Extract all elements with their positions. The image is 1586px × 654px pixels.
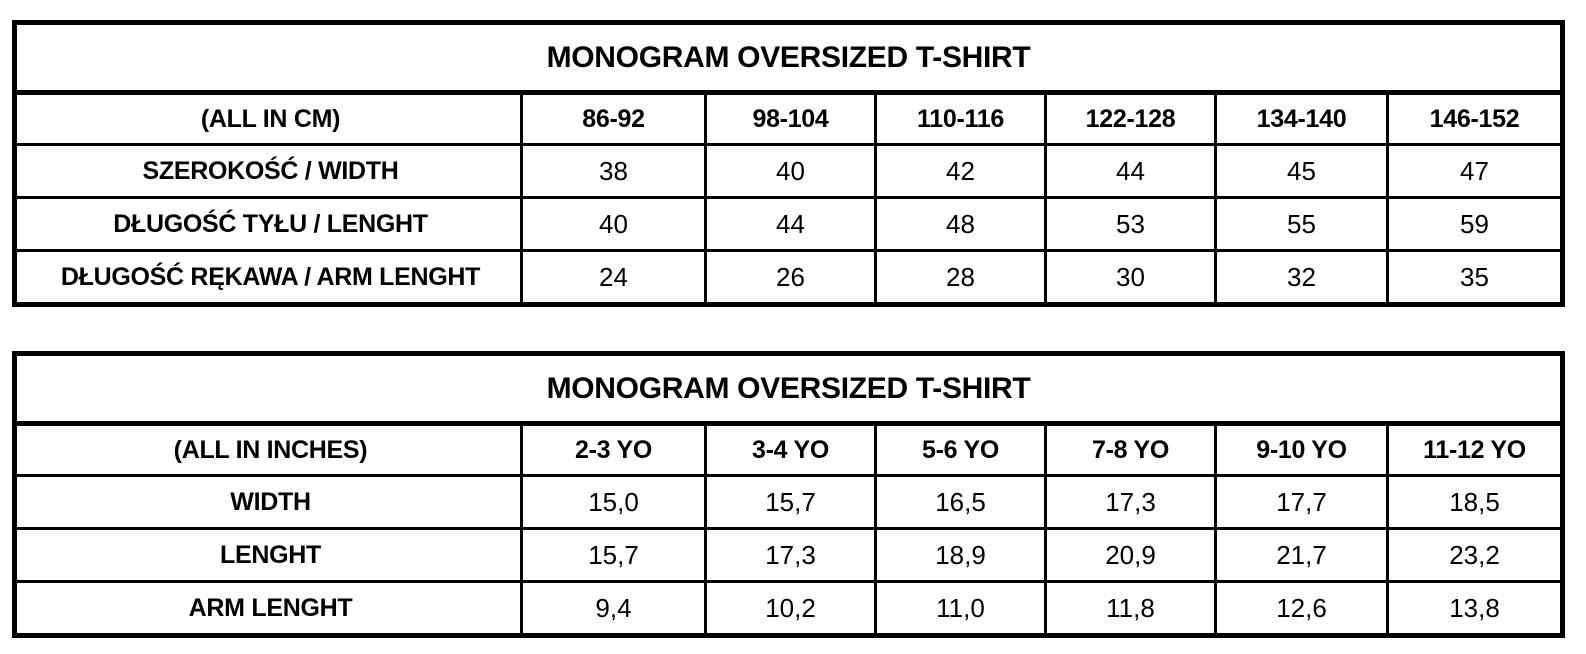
table-title: MONOGRAM OVERSIZED T-SHIRT [12,352,1565,426]
size-value-cell: 48 [874,196,1047,252]
size-value-cell: 13,8 [1385,580,1565,637]
measurement-label-cell: SZEROKOŚĆ / WIDTH [13,143,523,199]
size-value-cell: 21,7 [1214,527,1389,583]
size-value-cell: 32 [1214,249,1389,306]
measurement-row-length: LENGHT 15,7 17,3 18,9 20,9 21,7 23,2 [13,527,1565,583]
size-value-cell: 59 [1385,196,1565,252]
measurement-row-width: WIDTH 15,0 15,7 16,5 17,3 17,7 18,5 [13,474,1565,530]
size-table-inches: MONOGRAM OVERSIZED T-SHIRT (ALL IN INCHE… [12,351,1566,638]
size-value-cell: 47 [1385,143,1565,199]
size-value-cell: 40 [704,143,877,199]
size-value-cell: 28 [874,249,1047,306]
size-column-header: 98-104 [704,91,877,146]
size-column-header: 110-116 [874,91,1047,146]
measurement-row-arm-length: ARM LENGHT 9,4 10,2 11,0 11,8 12,6 13,8 [13,580,1565,637]
size-value-cell: 42 [874,143,1047,199]
size-value-cell: 11,8 [1044,580,1217,637]
size-column-header: 5-6 YO [874,422,1047,477]
size-value-cell: 38 [520,143,707,199]
size-column-header: 9-10 YO [1214,422,1389,477]
size-value-cell: 40 [520,196,707,252]
size-value-cell: 35 [1385,249,1565,306]
table-title: MONOGRAM OVERSIZED T-SHIRT [12,21,1565,95]
size-column-header: 134-140 [1214,91,1389,146]
size-column-header: 7-8 YO [1044,422,1217,477]
measurement-row-arm-length: DŁUGOŚĆ RĘKAWA / ARM LENGHT 24 26 28 30 … [13,249,1565,306]
size-value-cell: 15,0 [520,474,707,530]
size-value-cell: 30 [1044,249,1217,306]
size-table-cm: MONOGRAM OVERSIZED T-SHIRT (ALL IN CM) 8… [12,20,1566,307]
size-value-cell: 18,9 [874,527,1047,583]
size-value-cell: 26 [704,249,877,306]
measurement-label-cell: DŁUGOŚĆ RĘKAWA / ARM LENGHT [13,249,523,306]
measurement-label-cell: DŁUGOŚĆ TYŁU / LENGHT [13,196,523,252]
title-row: MONOGRAM OVERSIZED T-SHIRT [12,21,1565,95]
unit-label-cell: (ALL IN CM) [13,91,523,146]
size-value-cell: 18,5 [1385,474,1565,530]
size-value-cell: 12,6 [1214,580,1389,637]
unit-label-cell: (ALL IN INCHES) [13,422,523,477]
size-column-header: 146-152 [1385,91,1565,146]
size-column-header: 3-4 YO [704,422,877,477]
size-value-cell: 15,7 [520,527,707,583]
size-value-cell: 10,2 [704,580,877,637]
size-value-cell: 23,2 [1385,527,1565,583]
size-column-header: 11-12 YO [1385,422,1565,477]
measurement-row-width: SZEROKOŚĆ / WIDTH 38 40 42 44 45 47 [13,143,1565,199]
size-value-cell: 17,7 [1214,474,1389,530]
size-column-header: 2-3 YO [520,422,707,477]
header-row: (ALL IN CM) 86-92 98-104 110-116 122-128… [13,91,1565,146]
measurement-label-cell: LENGHT [13,527,523,583]
size-value-cell: 53 [1044,196,1217,252]
size-value-cell: 44 [1044,143,1217,199]
title-row: MONOGRAM OVERSIZED T-SHIRT [12,352,1565,426]
measurement-label-cell: WIDTH [13,474,523,530]
size-value-cell: 24 [520,249,707,306]
size-column-header: 86-92 [520,91,707,146]
size-value-cell: 44 [704,196,877,252]
size-value-cell: 16,5 [874,474,1047,530]
size-value-cell: 17,3 [704,527,877,583]
size-value-cell: 45 [1214,143,1389,199]
measurement-row-length: DŁUGOŚĆ TYŁU / LENGHT 40 44 48 53 55 59 [13,196,1565,252]
measurement-label-cell: ARM LENGHT [13,580,523,637]
size-value-cell: 15,7 [704,474,877,530]
size-value-cell: 17,3 [1044,474,1217,530]
size-value-cell: 55 [1214,196,1389,252]
size-value-cell: 9,4 [520,580,707,637]
size-value-cell: 20,9 [1044,527,1217,583]
header-row: (ALL IN INCHES) 2-3 YO 3-4 YO 5-6 YO 7-8… [13,422,1565,477]
size-column-header: 122-128 [1044,91,1217,146]
size-value-cell: 11,0 [874,580,1047,637]
